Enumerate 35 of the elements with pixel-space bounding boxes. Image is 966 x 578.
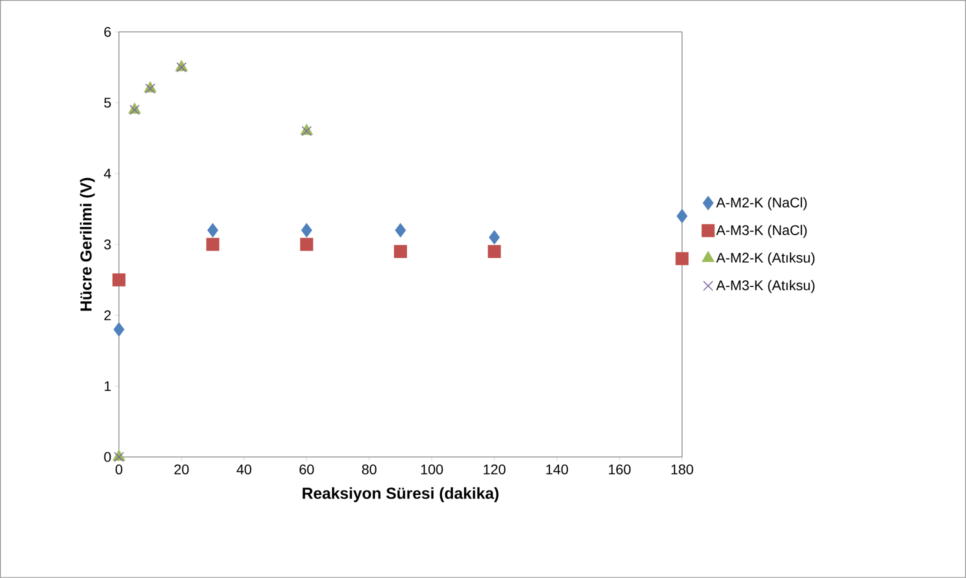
x-tick-label: 180 <box>671 464 694 474</box>
x-axis-title: Reaksiyon Süresi (dakika) <box>302 487 498 502</box>
x-tick-label: 20 <box>174 464 189 474</box>
y-tick-label: 1 <box>104 381 111 391</box>
point <box>301 223 312 238</box>
legend-label: A-M3-K (Atıksu) <box>716 280 814 294</box>
point <box>114 322 124 336</box>
x-tick-label: 80 <box>362 464 376 474</box>
point <box>395 223 406 238</box>
y-tick-label: 4 <box>104 168 111 178</box>
point <box>488 230 500 244</box>
x-tick-label: 40 <box>236 464 252 474</box>
x-tick-label: 140 <box>546 464 568 474</box>
point <box>112 273 126 286</box>
legend-label: A-M3-K (NaCl) <box>716 224 807 238</box>
point <box>207 223 218 238</box>
point <box>488 245 501 258</box>
x-tick-label: 160 <box>608 464 631 474</box>
y-tick-label: 3 <box>104 240 111 250</box>
x-tick-label: 100 <box>421 464 443 474</box>
point <box>300 238 314 251</box>
point <box>206 238 220 251</box>
x-tick-label: 60 <box>300 464 314 474</box>
y-tick-label: 6 <box>104 26 111 37</box>
legend-label: A-M2-K (Atıksu) <box>716 252 814 266</box>
y-axis-title: Hücre Gerilimi (V) <box>80 178 95 311</box>
point <box>676 252 689 266</box>
legend-label: A-M2-K (NaCl) <box>716 197 807 210</box>
point <box>394 245 407 258</box>
x-tick-label: 120 <box>484 464 506 474</box>
y-tick-label: 2 <box>104 310 111 320</box>
point <box>676 209 688 224</box>
y-tick-label: 5 <box>104 98 111 108</box>
y-tick-label: 0 <box>104 452 111 462</box>
x-tick-label: 0 <box>116 464 122 474</box>
